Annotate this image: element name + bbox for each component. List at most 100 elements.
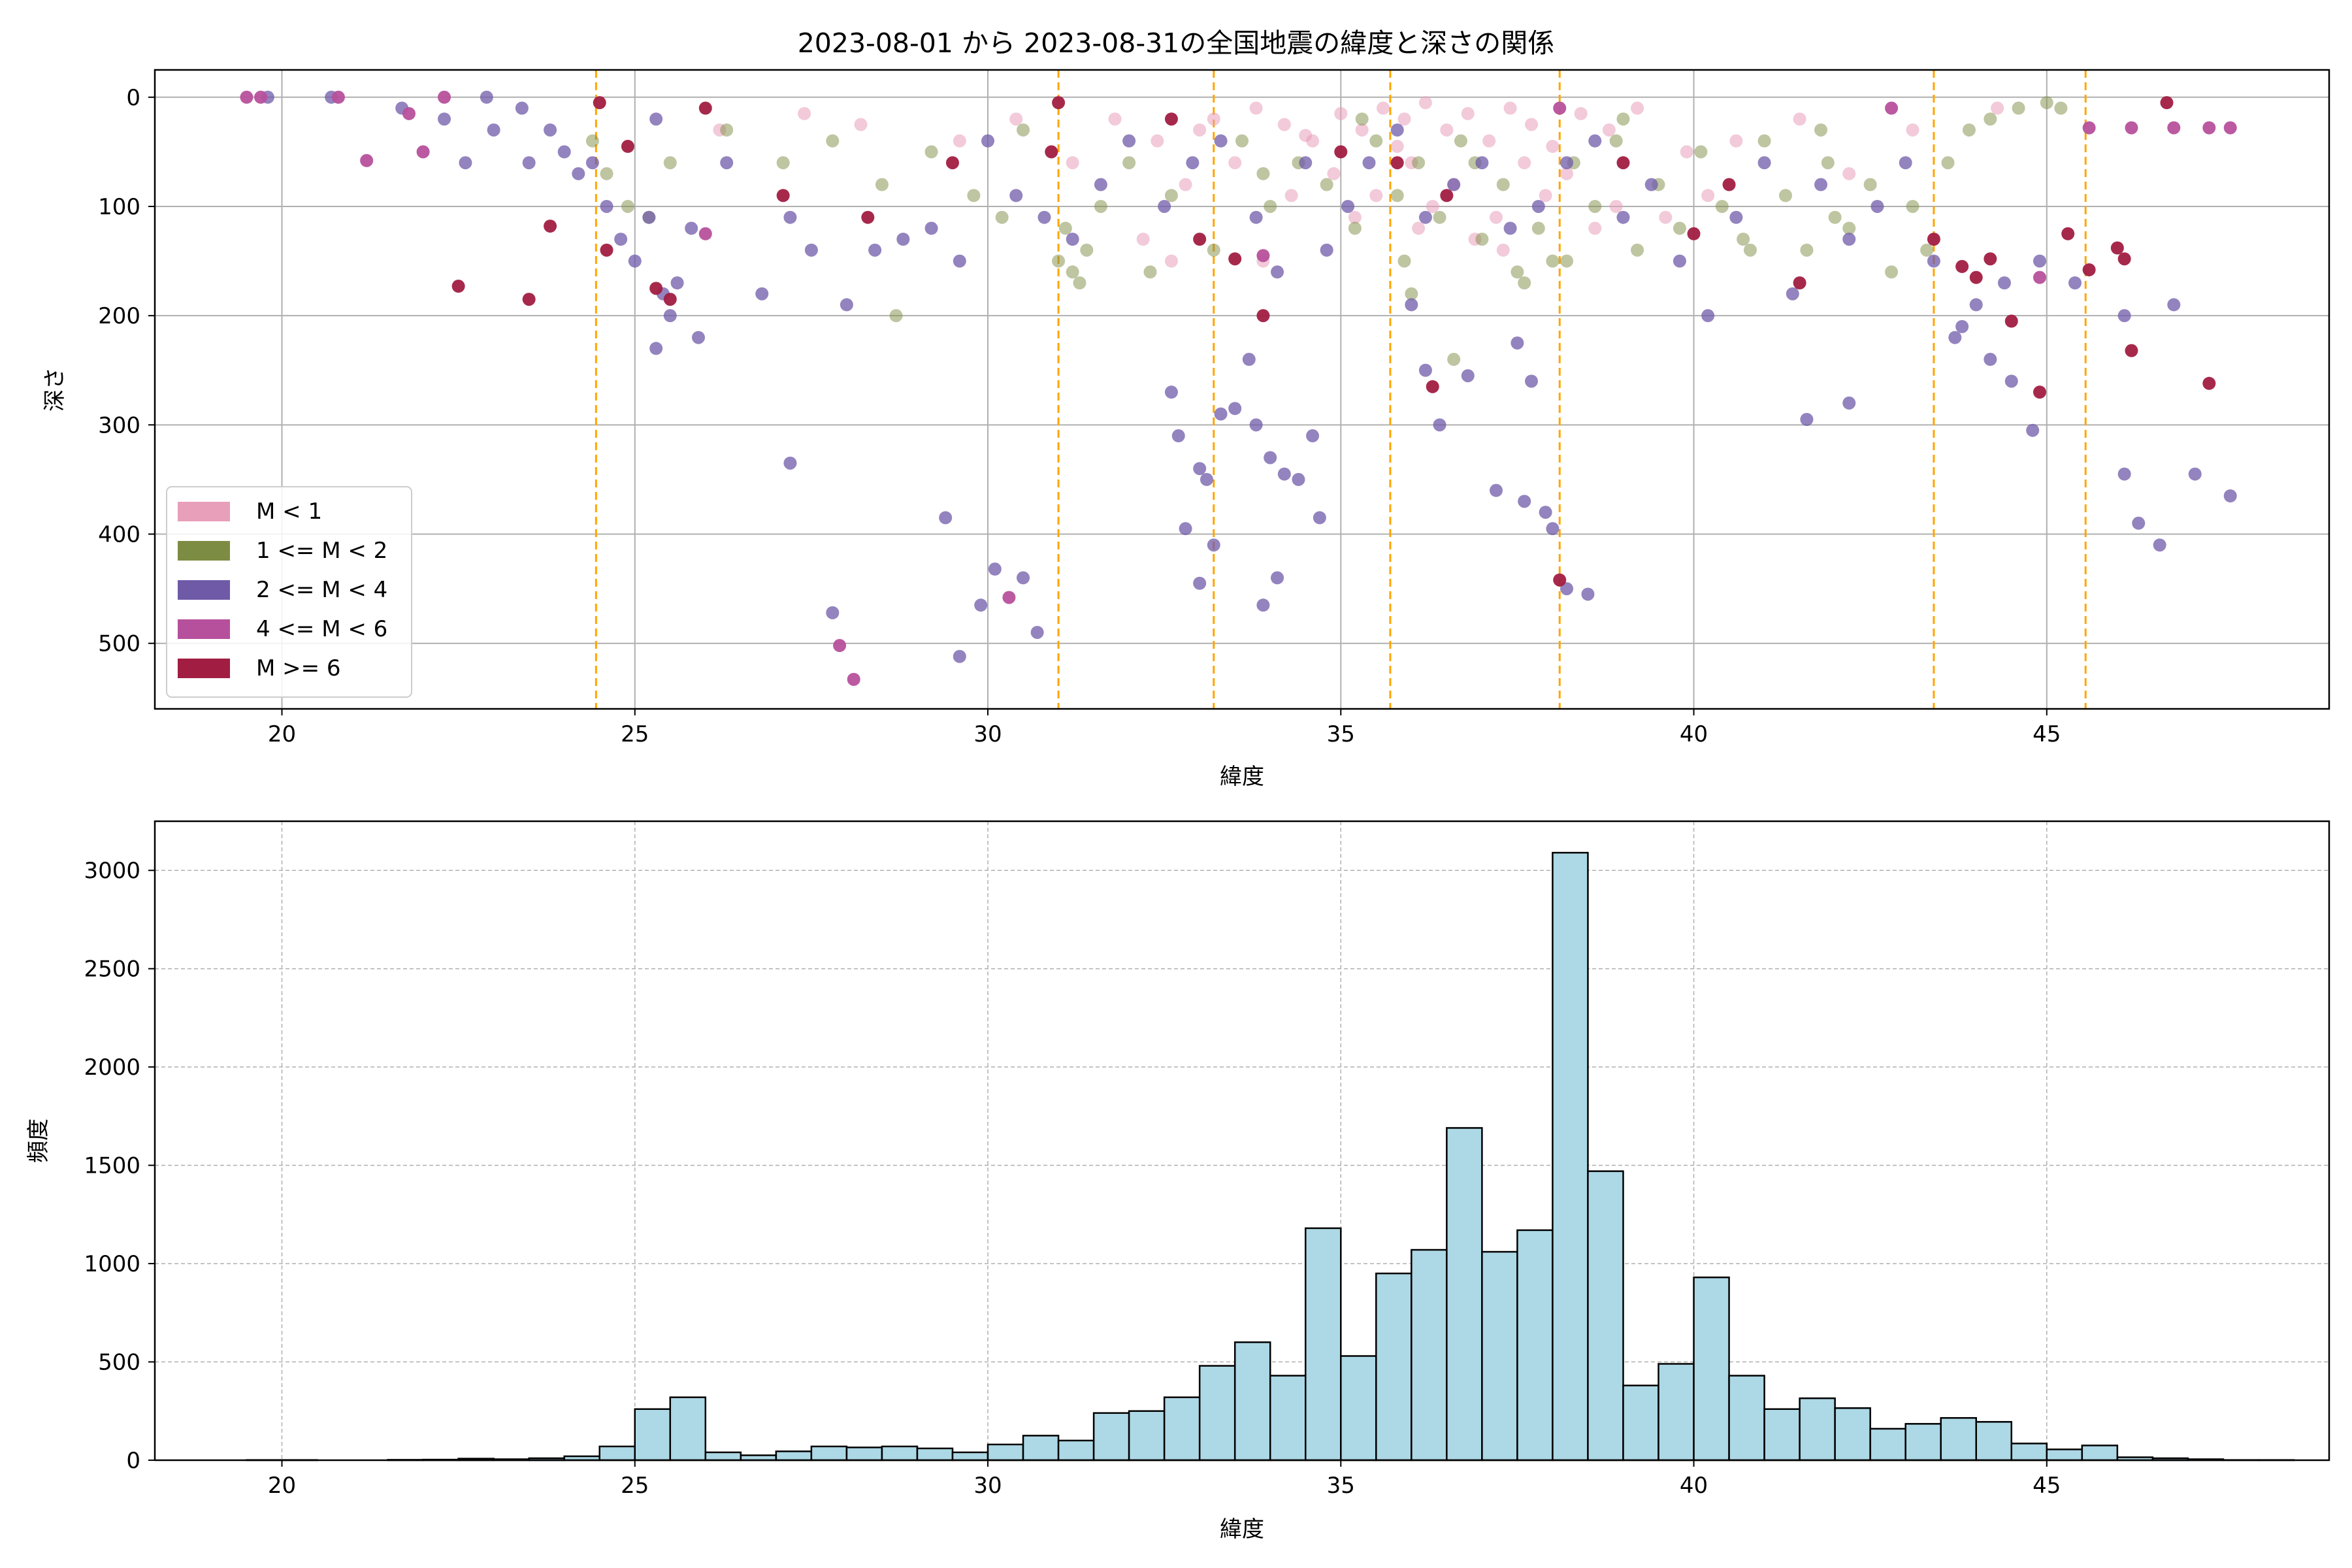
scatter-point bbox=[2132, 516, 2146, 530]
scatter-point bbox=[1842, 233, 1856, 246]
scatter-point bbox=[1405, 298, 1418, 312]
histogram-bar bbox=[1693, 1276, 1730, 1462]
scatter-point bbox=[2033, 254, 2046, 268]
legend-swatch bbox=[178, 580, 230, 600]
histogram-bar bbox=[2046, 1448, 2083, 1462]
scatter-point bbox=[1348, 221, 1362, 235]
scatter-point bbox=[967, 189, 981, 203]
scatter-point bbox=[1412, 221, 1426, 235]
scatter-point bbox=[1729, 134, 1743, 148]
scatter-point bbox=[692, 331, 705, 344]
scatter-point bbox=[1511, 265, 1524, 279]
scatter-x-tick-label: 25 bbox=[621, 721, 649, 747]
scatter-point bbox=[1906, 123, 1919, 137]
histogram-bar bbox=[916, 1447, 954, 1462]
scatter-point bbox=[1440, 189, 1454, 203]
scatter-point bbox=[1447, 353, 1461, 367]
scatter-point bbox=[1002, 591, 1016, 604]
scatter-point bbox=[1433, 418, 1446, 432]
scatter-point bbox=[1814, 123, 1828, 137]
histogram-bar bbox=[881, 1445, 919, 1462]
scatter-point bbox=[1094, 199, 1107, 213]
scatter-point bbox=[1588, 199, 1602, 213]
histogram-y-tick-label: 1000 bbox=[84, 1251, 140, 1277]
scatter-point bbox=[1737, 233, 1750, 246]
scatter-point bbox=[2061, 227, 2075, 240]
scatter-point bbox=[1256, 598, 1270, 612]
scatter-point bbox=[1306, 429, 1320, 443]
histogram-grid bbox=[155, 821, 2329, 1461]
scatter-point bbox=[776, 189, 790, 203]
scatter-point bbox=[2125, 344, 2138, 357]
scatter-point bbox=[1207, 112, 1220, 126]
scatter-point bbox=[875, 178, 889, 191]
scatter-point bbox=[1200, 472, 1213, 486]
scatter-point bbox=[945, 156, 959, 170]
scatter-point bbox=[360, 154, 374, 167]
scatter-point bbox=[1292, 472, 1305, 486]
scatter-point bbox=[1418, 363, 1432, 377]
scatter-point bbox=[2082, 121, 2096, 135]
scatter-point bbox=[1249, 210, 1263, 224]
scatter-point bbox=[1426, 199, 1439, 213]
scatter-point bbox=[480, 90, 493, 104]
scatter-point bbox=[1256, 309, 1270, 323]
scatter-point bbox=[1397, 112, 1411, 126]
scatter-y-label: 深さ bbox=[42, 367, 68, 412]
scatter-point bbox=[621, 140, 634, 154]
scatter-point bbox=[698, 227, 712, 240]
scatter-point bbox=[1539, 506, 1552, 519]
scatter-point bbox=[2082, 263, 2096, 276]
scatter-point bbox=[1256, 167, 1270, 180]
histogram-x-tick-label: 20 bbox=[268, 1473, 296, 1499]
scatter-point bbox=[1546, 254, 1560, 268]
scatter-point bbox=[1475, 156, 1489, 170]
scatter-point bbox=[1355, 123, 1369, 137]
scatter-point bbox=[600, 199, 613, 213]
scatter-point bbox=[1390, 156, 1404, 170]
scatter-point bbox=[1531, 221, 1545, 235]
scatter-point bbox=[1390, 140, 1404, 154]
scatter-x-tick-label: 40 bbox=[1680, 721, 1708, 747]
legend-label: M < 1 bbox=[256, 498, 322, 525]
scatter-point bbox=[939, 511, 953, 525]
scatter-point bbox=[1518, 495, 1531, 508]
histogram-x-tick-label: 30 bbox=[973, 1473, 1002, 1499]
scatter-point bbox=[1136, 233, 1150, 246]
histogram-x-ticks: 20 25 30 35 40 45 bbox=[268, 1460, 2061, 1499]
scatter-point bbox=[1264, 451, 1277, 465]
scatter-point bbox=[1673, 221, 1686, 235]
histogram-axes-frame bbox=[154, 820, 2330, 1462]
histogram-bar bbox=[1975, 1421, 2013, 1462]
histogram-bar bbox=[1516, 1229, 1554, 1462]
scatter-point bbox=[1327, 167, 1341, 180]
scatter-point bbox=[1228, 252, 1242, 266]
scatter-point bbox=[1609, 199, 1623, 213]
scatter-point bbox=[1164, 189, 1178, 203]
scatter-point bbox=[1920, 243, 1934, 257]
scatter-point bbox=[755, 287, 769, 301]
histogram-bar bbox=[987, 1443, 1024, 1462]
scatter-point bbox=[1009, 189, 1023, 203]
scatter-point bbox=[896, 233, 910, 246]
histogram-bar bbox=[598, 1445, 636, 1462]
scatter-axes-frame bbox=[154, 69, 2330, 710]
scatter-point bbox=[438, 90, 451, 104]
scatter-point bbox=[1171, 429, 1185, 443]
scatter-point bbox=[628, 254, 642, 268]
scatter-point bbox=[2068, 276, 2082, 289]
histogram-bar bbox=[951, 1451, 989, 1462]
scatter-x-tick-label: 20 bbox=[268, 721, 296, 747]
scatter-point bbox=[1037, 210, 1051, 224]
scatter-point bbox=[685, 221, 698, 235]
scatter-point bbox=[1941, 156, 1955, 170]
histogram-bar bbox=[775, 1450, 813, 1462]
scatter-point bbox=[1842, 396, 1856, 410]
scatter-point bbox=[1616, 112, 1630, 126]
scatter-point bbox=[331, 90, 345, 104]
histogram-bar bbox=[1763, 1408, 1801, 1462]
scatter-point bbox=[783, 456, 797, 470]
scatter-point bbox=[1729, 210, 1743, 224]
scatter-point bbox=[1955, 259, 1969, 273]
scatter-x-ticks: 20 25 30 35 40 45 bbox=[268, 709, 2061, 747]
